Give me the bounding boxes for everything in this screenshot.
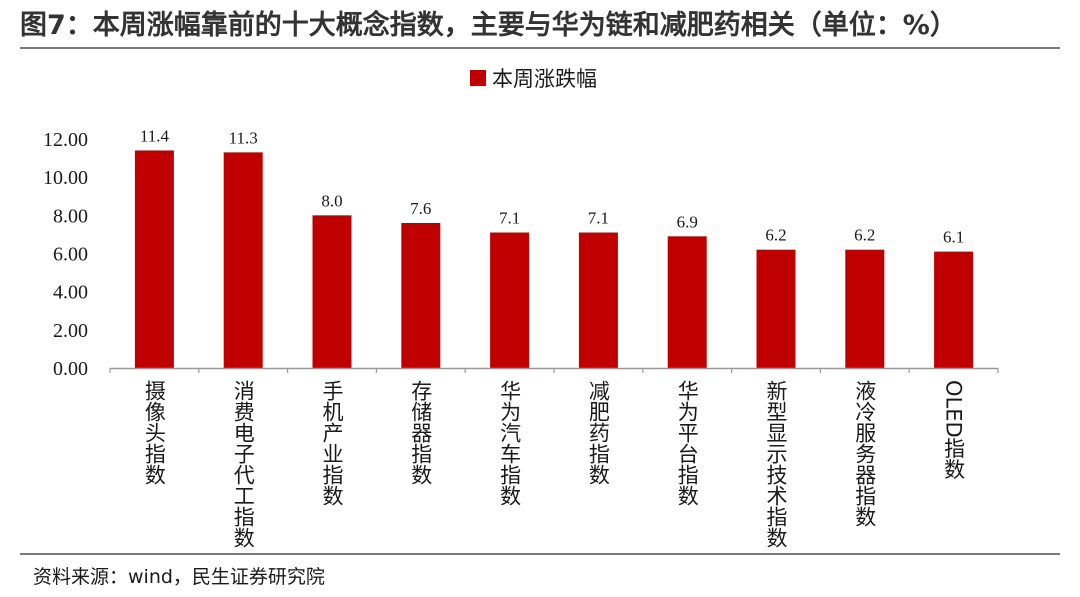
category-label: 液冷服务器指数 xyxy=(853,380,877,527)
category-label: 华为汽车指数 xyxy=(498,380,522,506)
category-label: 摄像头指数 xyxy=(142,380,166,485)
bar xyxy=(223,152,263,368)
chart-title: 图7：本周涨幅靠前的十大概念指数，主要与华为链和减肥药相关（单位：%） xyxy=(20,10,957,41)
legend-label: 本周涨跌幅 xyxy=(492,67,597,91)
y-tick-label: 10.00 xyxy=(43,167,88,189)
y-tick-label: 6.00 xyxy=(53,244,88,266)
y-tick-label: 12.00 xyxy=(43,129,88,151)
bar xyxy=(667,236,707,368)
data-label: 7.6 xyxy=(410,199,431,218)
source-note: 资料来源：wind，民生证券研究院 xyxy=(33,566,325,588)
y-axis: 0.00 2.00 4.00 6.00 8.00 10.00 12.00 xyxy=(43,129,88,380)
category-label: OLED指数 xyxy=(942,380,966,480)
data-label: 6.1 xyxy=(943,228,964,247)
x-axis xyxy=(109,367,999,373)
bar xyxy=(934,251,974,368)
data-label: 7.1 xyxy=(499,209,520,228)
chart-legend: 本周涨跌幅 xyxy=(470,67,597,91)
bar xyxy=(134,150,174,368)
bar xyxy=(490,232,530,368)
bar xyxy=(312,215,352,368)
legend-swatch xyxy=(470,70,486,86)
bar-series xyxy=(134,150,974,368)
source-divider xyxy=(20,553,1060,555)
y-tick-label: 4.00 xyxy=(53,282,88,304)
bar xyxy=(756,249,796,368)
title-underline xyxy=(20,47,1060,49)
y-tick-label: 0.00 xyxy=(53,358,88,380)
data-label: 7.1 xyxy=(588,209,609,228)
data-label: 6.2 xyxy=(854,226,875,245)
category-label: 华为平台指数 xyxy=(675,380,699,506)
y-tick-label: 2.00 xyxy=(53,320,88,342)
category-label: 手机产业指数 xyxy=(320,380,344,506)
y-tick-label: 8.00 xyxy=(53,205,88,227)
data-label: 11.4 xyxy=(140,126,170,145)
data-label: 6.9 xyxy=(677,212,698,231)
bar xyxy=(401,222,441,368)
data-labels: 11.4 11.3 8.0 7.6 7.1 7.1 6.9 6.2 6.2 6.1 xyxy=(140,126,964,246)
category-label: 消费电子代工指数 xyxy=(231,380,255,548)
data-label: 11.3 xyxy=(229,128,258,147)
category-label: 存储器指数 xyxy=(409,380,433,485)
category-label: 减肥药指数 xyxy=(586,380,610,485)
category-label: 新型显示技术指数 xyxy=(764,380,788,548)
bar xyxy=(845,249,885,368)
data-label: 6.2 xyxy=(765,226,786,245)
data-label: 8.0 xyxy=(321,191,342,210)
category-labels: 摄像头指数 消费电子代工指数 手机产业指数 存储器指数 华为汽车指数 减肥药指数 华为平台指… xyxy=(142,380,965,548)
bar xyxy=(578,232,618,368)
